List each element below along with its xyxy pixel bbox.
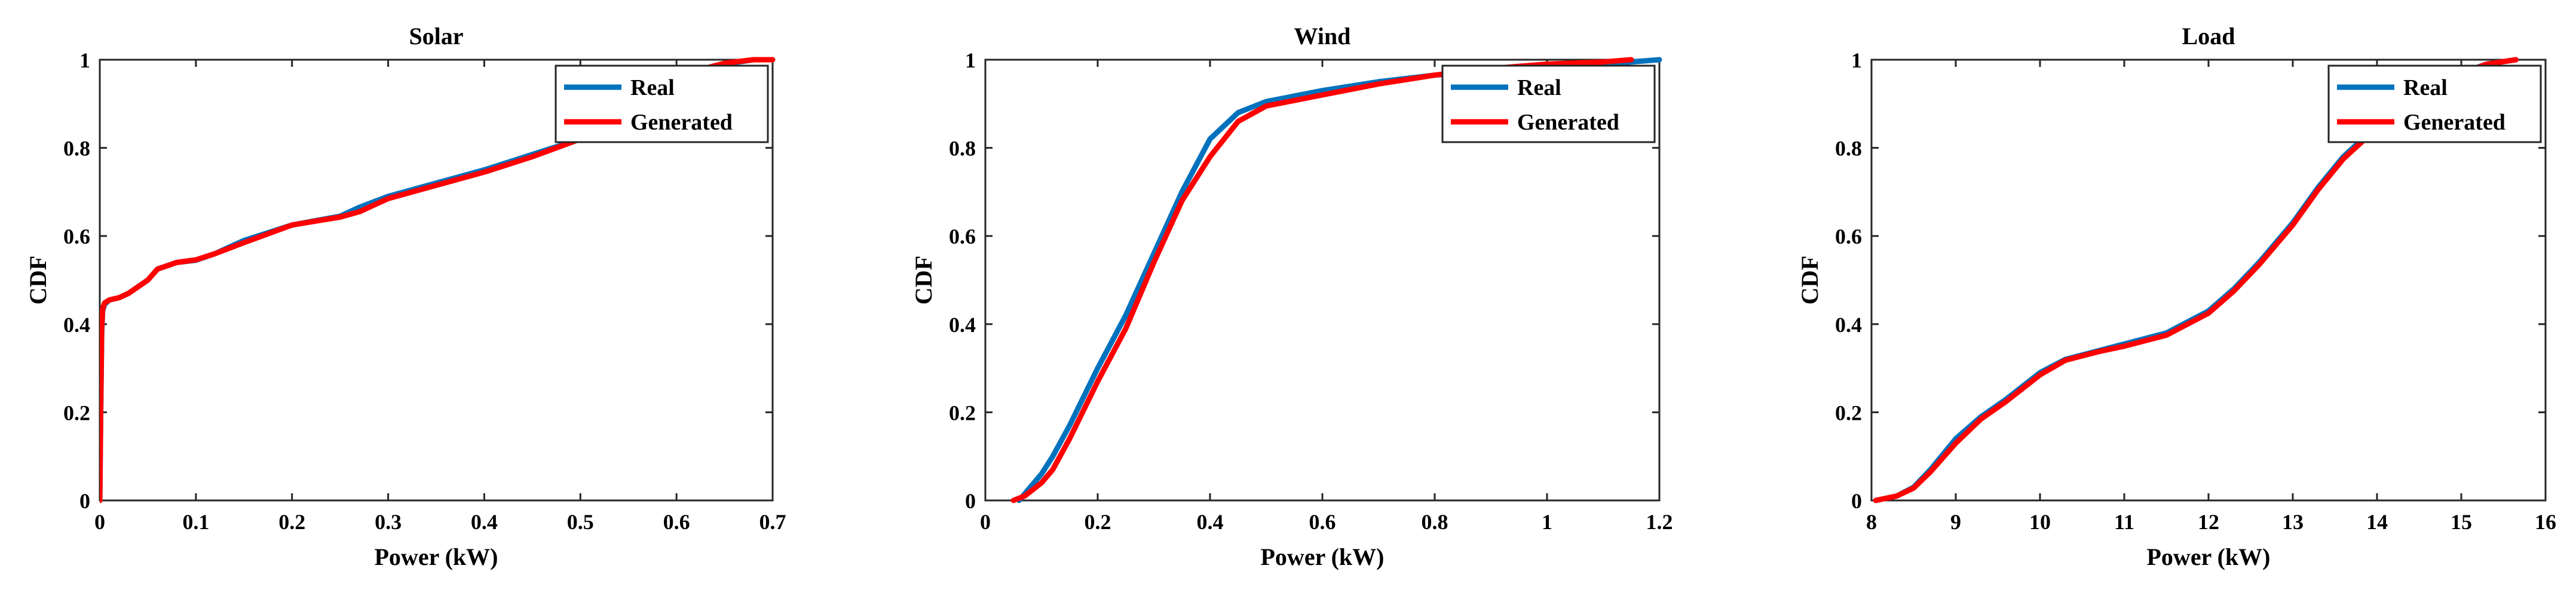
y-tick-label: 0.6: [949, 225, 976, 248]
x-tick-label: 12: [2198, 510, 2219, 534]
x-tick-label: 0.6: [663, 510, 690, 534]
x-tick-label: 15: [2451, 510, 2472, 534]
x-tick-label: 0.8: [1422, 510, 1448, 534]
x-tick-label: 1: [1542, 510, 1552, 534]
y-tick-label: 0: [79, 489, 90, 513]
y-axis-label: CDF: [910, 256, 937, 305]
y-tick-label: 0.6: [63, 225, 90, 248]
x-tick-label: 0.4: [1197, 510, 1224, 534]
y-tick-label: 0.8: [1835, 137, 1862, 161]
x-tick-label: 11: [2114, 510, 2134, 534]
x-tick-label: 0.2: [1085, 510, 1111, 534]
x-tick-label: 0.1: [182, 510, 209, 534]
x-tick-label: 14: [2366, 510, 2388, 534]
legend: Real Generated: [1441, 64, 1656, 143]
plot-frame: [99, 59, 774, 502]
y-tick-label: 0: [1851, 489, 1862, 513]
y-tick-label: 0.6: [1835, 225, 1862, 248]
y-tick-label: 0.4: [63, 313, 90, 337]
y-axis-label: CDF: [1796, 256, 1823, 305]
legend-label: Real: [2403, 75, 2448, 100]
x-tick-label: 0: [94, 510, 105, 534]
chart-panel-wind: 0 0.2 0.4 0.6 0.8 1 1.2 0 0.2 0.4 0.6 0.8 1 Wind Power…: [910, 23, 1673, 570]
chart-title: Load: [2182, 23, 2235, 50]
x-tick-label: 16: [2535, 510, 2556, 534]
x-tick-label: 0.6: [1309, 510, 1336, 534]
chart-panel-solar: 0 0.1 0.2 0.3 0.4 0.5 0.6 0.7 0 0.2 0.4 0.6 0.8 1 Sola…: [24, 23, 786, 570]
y-tick-label: 1: [79, 48, 90, 72]
y-tick-label: 0.2: [949, 401, 976, 425]
y-tick-label: 1: [1851, 48, 1862, 72]
y-tick-label: 0: [965, 489, 976, 513]
legend: Real Generated: [2327, 64, 2542, 143]
x-tick-label: 13: [2282, 510, 2304, 534]
x-tick-label: 0.7: [759, 510, 786, 534]
legend-label: Generated: [1517, 110, 1619, 135]
y-tick-label: 1: [965, 48, 976, 72]
x-tick-label: 8: [1866, 510, 1877, 534]
x-axis-label: Power (kW): [375, 543, 498, 570]
legend-label: Generated: [2403, 110, 2505, 135]
legend-label: Real: [630, 75, 675, 100]
y-tick-label: 0.2: [1835, 401, 1862, 425]
x-tick-label: 0: [980, 510, 991, 534]
x-tick-label: 0.5: [567, 510, 594, 534]
y-tick-label: 0.8: [949, 137, 976, 161]
x-axis-label: Power (kW): [1261, 543, 1385, 570]
legend-box: [2327, 64, 2542, 143]
legend: Real Generated: [555, 64, 769, 143]
y-tick-label: 0.4: [1835, 313, 1862, 337]
chart-title: Wind: [1294, 23, 1351, 50]
x-tick-label: 0.4: [471, 510, 498, 534]
legend-label: Real: [1517, 75, 1561, 100]
chart-panel-load: 8 9 10 11 12 13 14 15 16 0 0.2 0.4 0.6 0.8 1 Load Power …: [1796, 23, 2556, 570]
x-axis-label: Power (kW): [2147, 543, 2271, 570]
chart-title: Solar: [409, 23, 463, 50]
legend-box: [1441, 64, 1656, 143]
x-tick-label: 10: [2029, 510, 2051, 534]
y-tick-label: 0.4: [949, 313, 976, 337]
y-tick-label: 0.2: [63, 401, 90, 425]
legend-box: [555, 64, 769, 143]
x-tick-label: 1.2: [1646, 510, 1673, 534]
y-tick-label: 0.8: [63, 137, 90, 161]
x-tick-label: 9: [1950, 510, 1961, 534]
x-tick-label: 0.2: [278, 510, 305, 534]
y-axis-label: CDF: [24, 256, 51, 305]
x-tick-label: 0.3: [375, 510, 402, 534]
legend-label: Generated: [630, 110, 733, 135]
